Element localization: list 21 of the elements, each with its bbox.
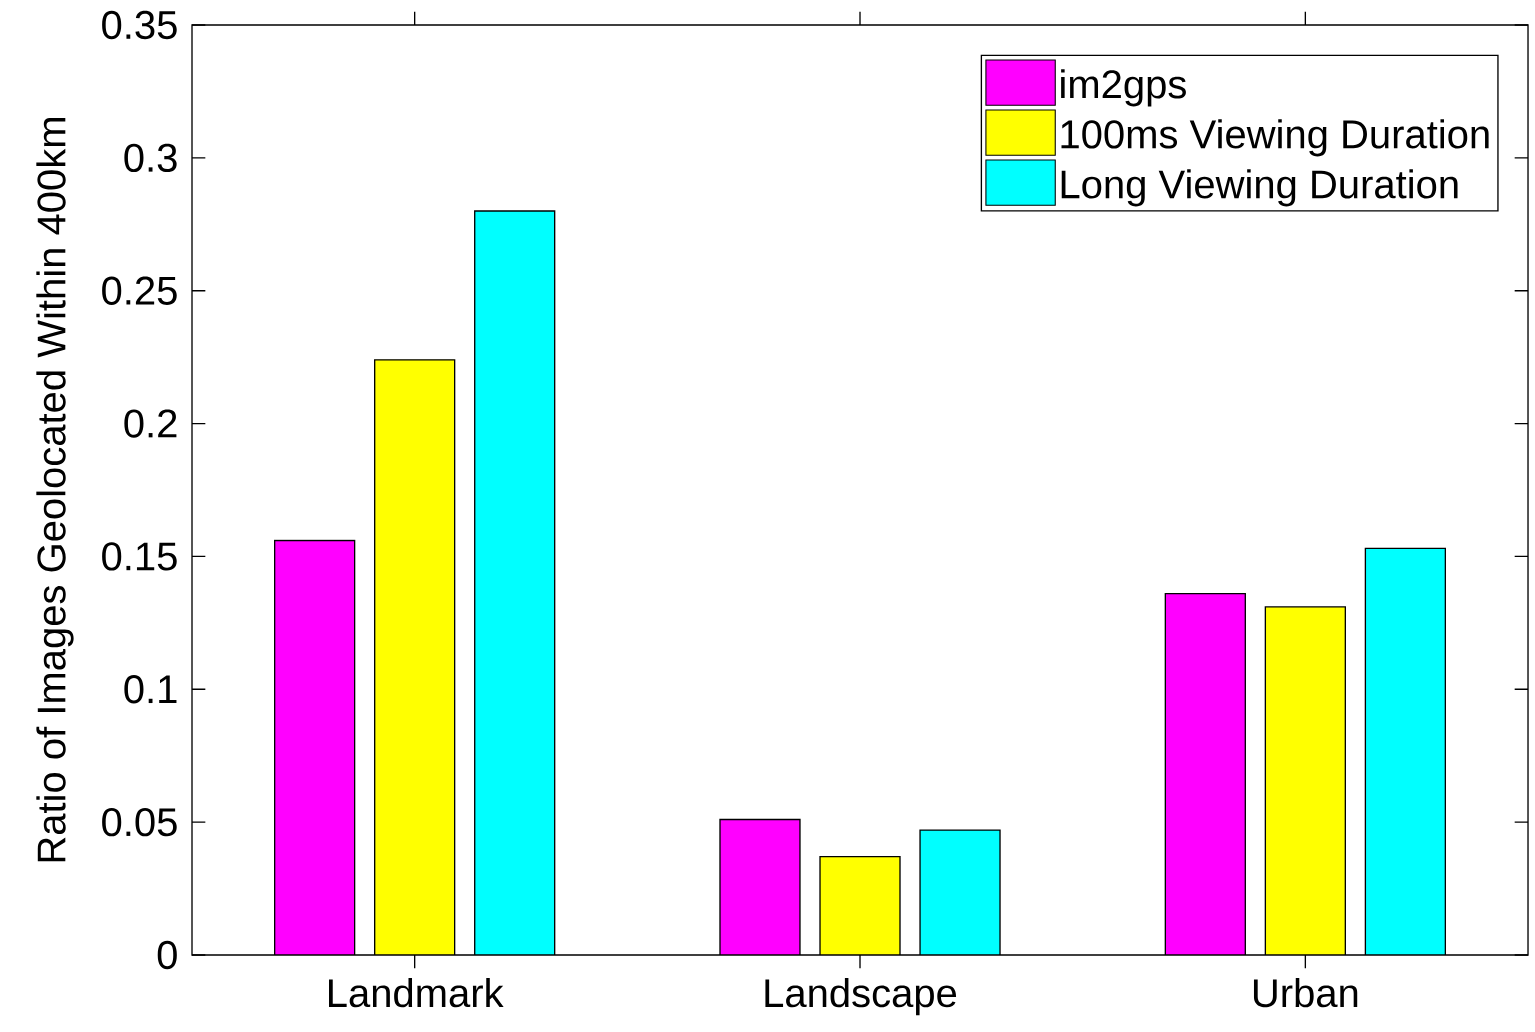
x-tick-label: Urban bbox=[1253, 977, 1358, 1008]
bar bbox=[719, 818, 801, 955]
y-tick-label: 0.3 bbox=[124, 143, 177, 173]
y-tick-label: 0.2 bbox=[124, 409, 177, 438]
y-tick-label: 0.05 bbox=[102, 807, 177, 837]
y-tick-label: 0.15 bbox=[102, 542, 177, 571]
x-tick-label: Landscape bbox=[765, 977, 957, 1016]
bar bbox=[1364, 547, 1447, 955]
y-axis-title: Ratio of Images Geolocated Within 400km bbox=[36, 118, 74, 862]
legend-label: Long Viewing Duration bbox=[1061, 169, 1458, 207]
bar bbox=[919, 829, 1001, 955]
bar bbox=[273, 539, 356, 955]
legend-label: 100ms Viewing Duration bbox=[1061, 119, 1489, 157]
y-tick-label: 0.1 bbox=[124, 675, 177, 704]
y-tick-label: 0.25 bbox=[102, 276, 177, 305]
legend-label: im2gps bbox=[1061, 69, 1186, 107]
x-tick-label: Landmark bbox=[329, 977, 504, 1008]
y-tick-label: 0.35 bbox=[102, 10, 177, 40]
y-tick-label: 0 bbox=[157, 940, 177, 970]
bar bbox=[1164, 592, 1246, 955]
bar bbox=[474, 210, 556, 955]
